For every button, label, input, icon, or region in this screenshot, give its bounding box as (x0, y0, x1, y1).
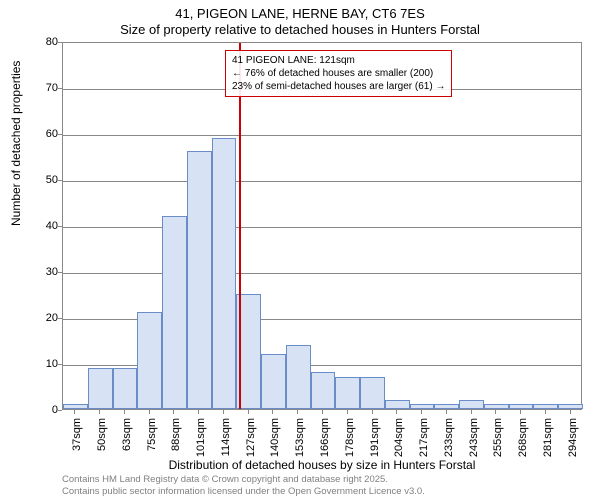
x-tick-label: 281sqm (542, 418, 554, 457)
x-tick-mark (74, 410, 75, 414)
x-tick-mark (520, 410, 521, 414)
histogram-bar (459, 400, 484, 409)
x-tick-mark (272, 410, 273, 414)
y-tick-label: 60 (46, 128, 58, 140)
histogram-bar (335, 377, 360, 409)
gridline-h (63, 273, 581, 274)
histogram-bar (162, 216, 187, 409)
x-tick-mark (396, 410, 397, 414)
histogram-bar (410, 404, 435, 409)
gridline-h (63, 135, 581, 136)
x-tick-label: 114sqm (220, 418, 232, 456)
x-tick-label: 255sqm (492, 418, 504, 457)
x-tick-mark (198, 410, 199, 414)
histogram-bar (434, 404, 459, 409)
x-tick-mark (99, 410, 100, 414)
y-tick-mark (58, 318, 62, 319)
annotation-line: 41 PIGEON LANE: 121sqm (232, 54, 445, 67)
x-tick-mark (149, 410, 150, 414)
x-tick-mark (248, 410, 249, 414)
y-tick-label: 20 (46, 312, 58, 324)
y-tick-label: 0 (52, 404, 58, 416)
x-tick-mark (173, 410, 174, 414)
x-tick-label: 191sqm (369, 418, 381, 457)
x-tick-label: 127sqm (245, 418, 257, 457)
x-tick-mark (570, 410, 571, 414)
x-tick-label: 37sqm (71, 418, 83, 451)
y-tick-mark (58, 364, 62, 365)
histogram-bar (212, 138, 237, 409)
chart-title-sub: Size of property relative to detached ho… (0, 22, 600, 37)
x-tick-label: 268sqm (517, 418, 529, 457)
y-tick-mark (58, 88, 62, 89)
histogram-bar (385, 400, 410, 409)
attribution-line-2: Contains public sector information licen… (62, 486, 425, 497)
y-tick-mark (58, 272, 62, 273)
annotation-line: 23% of semi-detached houses are larger (… (232, 80, 445, 93)
histogram-bar (261, 354, 286, 409)
y-tick-label: 80 (46, 36, 58, 48)
x-tick-label: 101sqm (195, 418, 207, 457)
x-tick-mark (347, 410, 348, 414)
x-tick-label: 140sqm (269, 418, 281, 457)
attribution-text: Contains HM Land Registry data © Crown c… (62, 474, 425, 497)
attribution-line-1: Contains HM Land Registry data © Crown c… (62, 474, 425, 485)
x-tick-mark (124, 410, 125, 414)
y-axis-label: Number of detached properties (9, 61, 23, 226)
y-tick-mark (58, 226, 62, 227)
y-tick-label: 40 (46, 220, 58, 232)
x-tick-label: 217sqm (418, 418, 430, 457)
histogram-bar (113, 368, 138, 409)
histogram-bar (187, 151, 212, 409)
x-tick-label: 233sqm (443, 418, 455, 457)
x-tick-label: 50sqm (96, 418, 108, 451)
histogram-bar (484, 404, 509, 409)
x-axis-label: Distribution of detached houses by size … (62, 458, 582, 472)
gridline-h (63, 227, 581, 228)
x-tick-mark (223, 410, 224, 414)
x-tick-label: 75sqm (146, 418, 158, 451)
x-tick-label: 178sqm (344, 418, 356, 457)
x-tick-label: 153sqm (294, 418, 306, 457)
histogram-bar (558, 404, 583, 409)
y-tick-label: 50 (46, 174, 58, 186)
x-tick-label: 204sqm (393, 418, 405, 457)
y-tick-label: 30 (46, 266, 58, 278)
x-tick-mark (446, 410, 447, 414)
annotation-line: ← 76% of detached houses are smaller (20… (232, 67, 445, 80)
x-tick-label: 294sqm (567, 418, 579, 457)
y-tick-mark (58, 410, 62, 411)
y-tick-mark (58, 42, 62, 43)
y-tick-mark (58, 134, 62, 135)
x-tick-label: 243sqm (468, 418, 480, 457)
x-tick-mark (471, 410, 472, 414)
gridline-h (63, 181, 581, 182)
x-tick-label: 88sqm (170, 418, 182, 451)
histogram-bar (311, 372, 336, 409)
histogram-bar (360, 377, 385, 409)
x-tick-label: 166sqm (319, 418, 331, 457)
x-tick-mark (495, 410, 496, 414)
x-tick-mark (545, 410, 546, 414)
x-tick-mark (421, 410, 422, 414)
chart-title-main: 41, PIGEON LANE, HERNE BAY, CT6 7ES (0, 6, 600, 21)
x-tick-mark (297, 410, 298, 414)
histogram-bar (533, 404, 558, 409)
y-tick-label: 10 (46, 358, 58, 370)
plot-area (62, 42, 582, 410)
y-tick-label: 70 (46, 82, 58, 94)
annotation-box: 41 PIGEON LANE: 121sqm← 76% of detached … (225, 50, 452, 97)
reference-line (239, 43, 241, 409)
histogram-bar (509, 404, 534, 409)
histogram-bar (137, 312, 162, 409)
x-tick-label: 63sqm (121, 418, 133, 451)
x-tick-mark (322, 410, 323, 414)
histogram-bar (63, 404, 88, 409)
x-tick-mark (372, 410, 373, 414)
histogram-bar (286, 345, 311, 409)
histogram-bar (88, 368, 113, 409)
y-tick-mark (58, 180, 62, 181)
